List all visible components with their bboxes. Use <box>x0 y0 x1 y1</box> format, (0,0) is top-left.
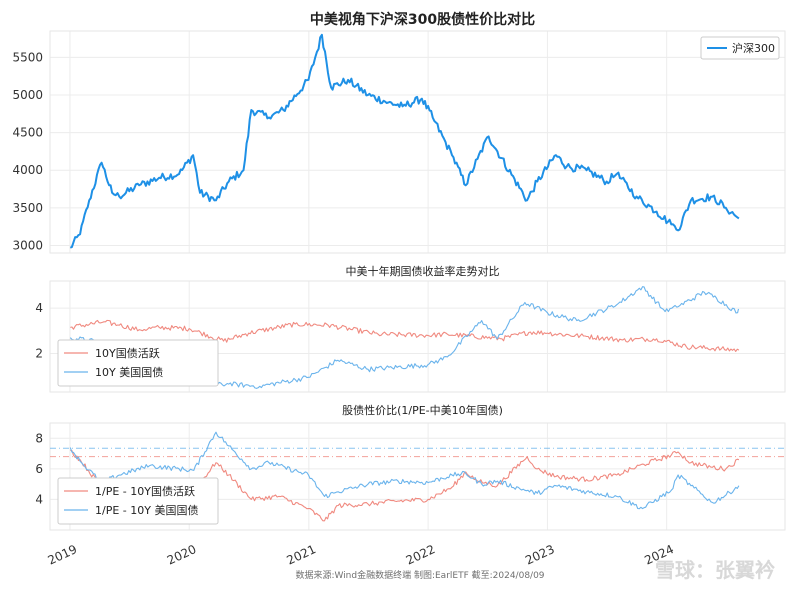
legend-label: 10Y国债活跃 <box>95 346 160 360</box>
x-tick-label: 2022 <box>404 542 438 568</box>
y-tick-label: 3000 <box>12 238 43 252</box>
y-tick-label: 4 <box>35 301 43 315</box>
legend-label: 1/PE - 10Y国债活跃 <box>95 484 195 498</box>
chart-title-2: 中美十年期国债收益率走势对比 <box>346 264 500 278</box>
legend-box <box>57 477 219 525</box>
y-tick-label: 4 <box>35 492 43 506</box>
y-tick-label: 4500 <box>12 126 43 140</box>
legend-box <box>57 339 219 387</box>
chart-title-3: 股债性价比(1/PE-中美10年国债) <box>342 403 503 417</box>
y-tick-label: 8 <box>35 431 43 445</box>
plot-frame-0 <box>49 30 786 254</box>
x-tick-label: 2021 <box>285 542 319 568</box>
series-line-2-1 <box>70 319 740 352</box>
legend-label: 1/PE - 10Y 美国国债 <box>95 503 198 517</box>
plot-frame-2 <box>49 422 786 531</box>
series-line-1-1 <box>69 33 740 249</box>
y-tick-label: 5000 <box>12 88 43 102</box>
y-tick-label: 6 <box>35 462 43 476</box>
y-tick-label: 2 <box>35 346 43 360</box>
footer-source: 数据来源:Wind金融数据终端 制图:EarlETF 截至:2024/08/09 <box>295 569 544 581</box>
y-tick-label: 3500 <box>12 201 43 215</box>
series-line-3-2 <box>69 431 740 510</box>
x-tick-label: 2019 <box>46 542 80 568</box>
chart-title-1: 中美视角下沪深300股债性价比对比 <box>310 11 535 28</box>
y-tick-label: 5500 <box>12 50 43 64</box>
legend-box <box>700 36 780 60</box>
legend-label: 沪深300 <box>732 41 775 55</box>
y-tick-label: 4000 <box>12 163 43 177</box>
watermark: 雪球：张翼衿 <box>655 558 775 582</box>
x-tick-label: 2023 <box>523 542 557 568</box>
plot-frame-1 <box>49 280 786 393</box>
x-tick-label: 2020 <box>165 542 199 568</box>
legend-label: 10Y 美国国债 <box>95 365 163 379</box>
